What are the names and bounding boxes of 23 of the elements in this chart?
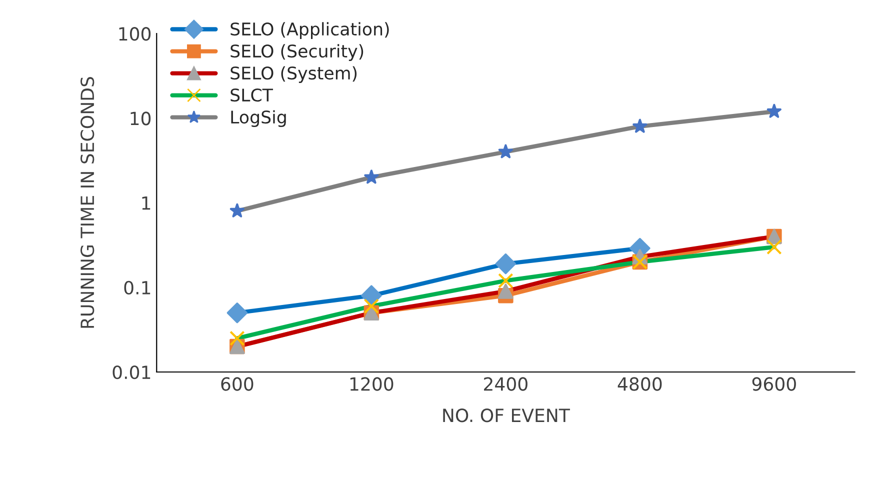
point [766, 239, 782, 255]
legend-label: SELO (Security) [230, 44, 364, 61]
legend-label: SELO (Application) [230, 22, 389, 39]
x-tick-label: 4800 [618, 377, 662, 391]
x-tick-label: 600 [221, 377, 254, 391]
point [230, 330, 245, 346]
y-tick-label: 0.1 [124, 280, 150, 295]
y-axis-title: RUNNING TIME IN SECONDS [80, 77, 94, 328]
legend-label: LogSig [231, 110, 286, 127]
x-tick-label: 2400 [484, 377, 528, 391]
point [364, 298, 380, 314]
x-axis-title: NO. OF EVENT [443, 408, 570, 422]
y-tick-label: 0.01 [112, 365, 150, 380]
y-tick-label: 100 [119, 27, 151, 41]
point [495, 253, 516, 274]
y-tick-label: 1 [142, 196, 150, 210]
y-tick-label: 10 [130, 112, 151, 126]
point [361, 285, 382, 306]
point [226, 302, 248, 324]
legend-label: SLCT [230, 88, 274, 102]
legend-label: SELO (System) [230, 66, 357, 83]
x-tick-label: 9600 [752, 377, 796, 391]
x-tick-label: 1200 [350, 377, 394, 391]
